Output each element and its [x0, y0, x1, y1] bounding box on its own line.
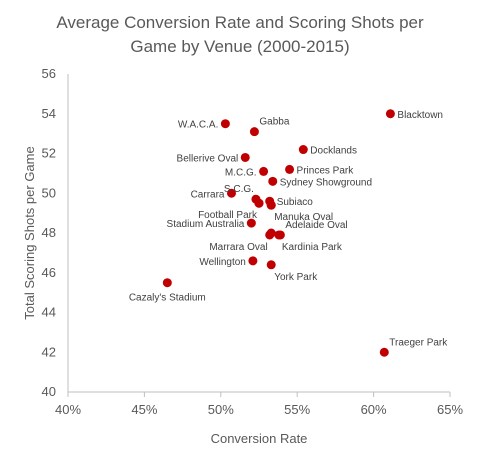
- y-tick-label: 40: [42, 384, 56, 399]
- y-tick-label: 48: [42, 225, 56, 240]
- data-point: [274, 230, 284, 240]
- point-label: M.C.G.: [225, 167, 257, 178]
- point-label: Wellington: [199, 257, 246, 268]
- y-tick-label: 42: [42, 344, 56, 359]
- x-tick-label: 50%: [208, 402, 234, 417]
- x-axis-label: Conversion Rate: [211, 431, 308, 446]
- x-tick-label: 65%: [437, 402, 463, 417]
- point-label: Blacktown: [397, 110, 443, 121]
- point-label: Cazaly's Stadium: [129, 293, 206, 304]
- chart-title-line: Average Conversion Rate and Scoring Shot…: [56, 13, 424, 32]
- x-tick-label: 45%: [131, 402, 157, 417]
- data-point: [246, 218, 256, 228]
- data-point: [240, 152, 250, 162]
- point-label: S.C.G.: [224, 184, 254, 195]
- data-point: [259, 166, 269, 176]
- point-label: Adelaide Oval: [285, 220, 347, 231]
- point-label: Carrara: [191, 189, 225, 200]
- data-point: [220, 119, 230, 129]
- point-label: W.A.C.A.: [178, 120, 219, 131]
- y-tick-label: 44: [42, 305, 56, 320]
- point-label: Gabba: [259, 117, 289, 128]
- y-axis-label: Total Scoring Shots per Game: [22, 146, 37, 319]
- y-tick-label: 50: [42, 185, 56, 200]
- data-point: [266, 228, 276, 238]
- point-label: Stadium Australia: [167, 219, 245, 230]
- data-point: [248, 256, 258, 266]
- data-point: [254, 198, 264, 208]
- point-label: Princes Park: [297, 165, 355, 176]
- y-tick-label: 56: [42, 66, 56, 81]
- point-label: Traeger Park: [389, 337, 448, 348]
- data-point: [266, 260, 276, 270]
- y-tick-label: 46: [42, 265, 56, 280]
- data-point: [285, 164, 295, 174]
- chart-axes: 40 42 44 46 48 50 52 54 56 40% 45% 50% 55% 60% 65% Conv…: [22, 66, 463, 446]
- data-point: [249, 127, 259, 137]
- chart-title: Average Conversion Rate and Scoring Shot…: [56, 13, 424, 56]
- data-point: [385, 109, 395, 119]
- point-label: Kardinia Park: [282, 242, 343, 253]
- data-point: [266, 200, 276, 210]
- point-labels: Blacktown W.A.C.A. Gabba Docklands Bellerive…: [129, 110, 448, 349]
- data-point: [268, 176, 278, 186]
- x-tick-label: 60%: [361, 402, 387, 417]
- chart-title-line: Game by Venue (2000-2015): [130, 37, 349, 56]
- point-label: Subiaco: [277, 197, 314, 208]
- data-point: [162, 278, 172, 288]
- y-tick-label: 52: [42, 146, 56, 161]
- data-point: [379, 347, 389, 357]
- point-label: Bellerive Oval: [177, 153, 239, 164]
- data-point: [298, 145, 308, 155]
- x-tick-label: 40%: [55, 402, 81, 417]
- point-label: Manuka Oval: [274, 212, 333, 223]
- point-label: York Park: [274, 272, 318, 283]
- x-tick-label: 55%: [284, 402, 310, 417]
- point-label: Football Park: [198, 210, 258, 221]
- data-points: [162, 109, 395, 357]
- point-label: Marrara Oval: [209, 242, 267, 253]
- point-label: Docklands: [310, 146, 357, 157]
- data-point: [226, 188, 236, 198]
- point-label: Sydney Showground: [280, 177, 372, 188]
- y-tick-label: 54: [42, 106, 56, 121]
